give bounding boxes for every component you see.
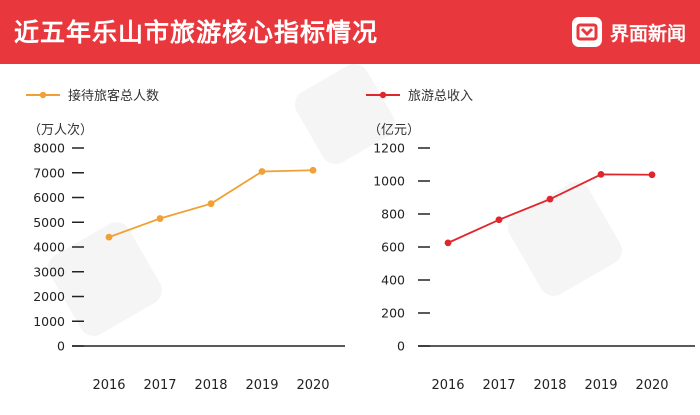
x-tick-label: 2019 bbox=[584, 378, 617, 393]
data-point bbox=[648, 171, 656, 179]
legend-marker bbox=[379, 91, 387, 99]
data-point bbox=[156, 215, 164, 222]
chart-revenue: 旅游总收入 （亿元） 0 200 400 600 800 1000 1200 2016 2017 20… bbox=[366, 89, 695, 393]
y-tick-label: 0 bbox=[57, 339, 65, 354]
y-tick-label: 2000 bbox=[33, 289, 65, 304]
chart-visitors: 接待旅客总人数 （万人次） 0 1000 2000 3000 4000 5000 6000 700… bbox=[26, 88, 345, 393]
y-tick-label: 5000 bbox=[33, 215, 65, 230]
data-point bbox=[444, 239, 452, 247]
series-line bbox=[447, 173, 653, 244]
page-title: 近五年乐山市旅游核心指标情况 bbox=[14, 18, 379, 47]
brand-name: 界面新闻 bbox=[609, 22, 686, 45]
y-tick-label: 1000 bbox=[33, 314, 65, 329]
x-tick-label: 2017 bbox=[143, 378, 176, 393]
data-point bbox=[258, 168, 266, 175]
x-tick-label: 2020 bbox=[296, 378, 329, 393]
y-tick-label: 1000 bbox=[373, 174, 405, 189]
header-bar: 近五年乐山市旅游核心指标情况 界面新闻 bbox=[0, 0, 700, 64]
data-point bbox=[105, 233, 113, 241]
brand-logo: 界面新闻 bbox=[571, 17, 686, 47]
brand-mark-icon bbox=[571, 17, 602, 47]
x-tick-label: 2016 bbox=[92, 378, 125, 393]
y-tick-label: 3000 bbox=[33, 264, 65, 279]
data-point bbox=[309, 166, 317, 174]
y-tick-label: 200 bbox=[381, 306, 405, 321]
x-tick-label: 2019 bbox=[245, 378, 278, 393]
x-tick-label: 2016 bbox=[431, 378, 464, 393]
y-tick-label: 1200 bbox=[373, 141, 405, 156]
data-point bbox=[207, 200, 215, 208]
y-tick-label: 800 bbox=[381, 207, 405, 222]
axis-unit-label: （万人次） bbox=[28, 122, 93, 138]
data-point bbox=[546, 195, 554, 203]
y-tick-label: 4000 bbox=[33, 240, 65, 255]
legend-label: 旅游总收入 bbox=[408, 89, 473, 104]
data-point bbox=[597, 171, 605, 178]
x-tick-label: 2017 bbox=[482, 378, 515, 393]
x-tick-label: 2020 bbox=[635, 378, 668, 393]
watermark-icon bbox=[48, 64, 622, 336]
legend-marker bbox=[39, 91, 47, 99]
y-tick-label: 400 bbox=[381, 273, 405, 288]
y-tick-label: 7000 bbox=[33, 165, 65, 180]
legend-label: 接待旅客总人数 bbox=[68, 88, 159, 104]
data-point bbox=[495, 216, 503, 224]
x-tick-label: 2018 bbox=[533, 378, 566, 393]
y-tick-label: 0 bbox=[397, 339, 405, 354]
x-tick-label: 2018 bbox=[194, 378, 227, 393]
y-tick-label: 6000 bbox=[33, 190, 65, 205]
y-tick-label: 8000 bbox=[33, 141, 65, 156]
y-tick-label: 600 bbox=[381, 240, 405, 255]
axis-unit-label: （亿元） bbox=[368, 123, 420, 138]
